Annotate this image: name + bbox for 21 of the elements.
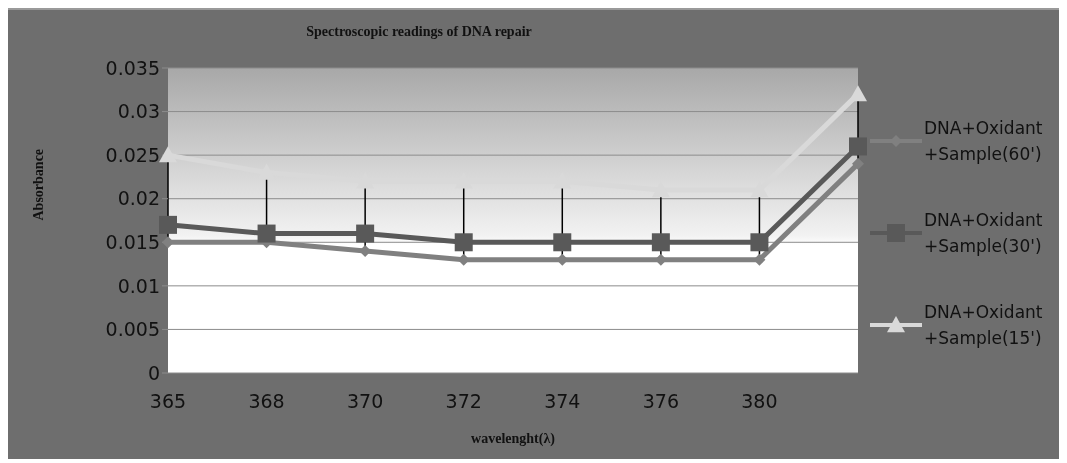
y-axis-title: Absorbance	[30, 148, 46, 221]
legend-label: DNA+Oxidant+Sample(30')	[924, 208, 1044, 258]
x-tick-label: 380	[741, 390, 778, 413]
x-tick-label: 372	[445, 390, 482, 413]
y-tick-label: 0.015	[105, 231, 160, 254]
legend-label: DNA+Oxidant+Sample(15')	[924, 300, 1044, 350]
y-tick-label: 0.03	[117, 100, 160, 123]
x-tick-label: 376	[642, 390, 679, 413]
x-tick-label: 374	[544, 390, 581, 413]
x-tick-label: 368	[248, 390, 285, 413]
chart-title: Spectroscopic readings of DNA repair	[305, 24, 533, 40]
y-tick-label: 0.01	[117, 274, 160, 297]
y-tick-label: 0.035	[105, 56, 160, 79]
x-tick-label: 370	[347, 390, 384, 413]
y-tick-label: 0.025	[105, 143, 160, 166]
y-tick-label: 0	[147, 361, 160, 384]
legend-label: DNA+Oxidant+Sample(60')	[924, 116, 1044, 166]
x-tick-label: 365	[149, 390, 187, 413]
x-axis-title: wavelenght(λ)	[471, 431, 556, 447]
y-tick-label: 0.02	[117, 187, 160, 210]
y-tick-label: 0.005	[105, 318, 160, 341]
